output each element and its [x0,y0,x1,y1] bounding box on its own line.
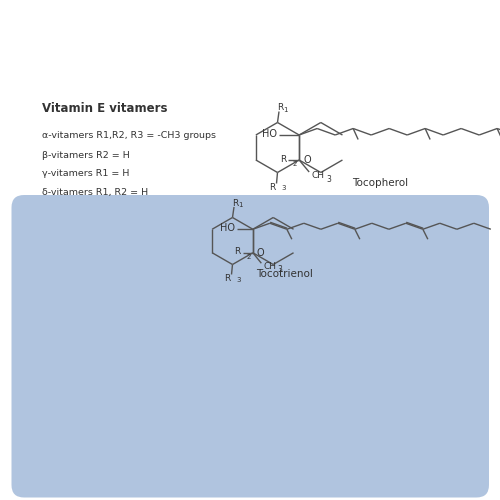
Text: O: O [303,155,311,165]
Text: HO: HO [262,129,277,139]
Text: R: R [224,274,230,283]
Text: 3: 3 [236,276,240,282]
Text: 1: 1 [283,106,288,112]
Text: 2: 2 [292,161,296,167]
Text: Vitamin E vitamers: Vitamin E vitamers [42,102,168,116]
FancyBboxPatch shape [12,195,489,498]
Text: R: R [277,103,283,112]
Text: α-vitamers R1,R2, R3 = -CH3 groups: α-vitamers R1,R2, R3 = -CH3 groups [42,132,216,140]
Text: Tocopherol: Tocopherol [352,178,408,188]
Text: 2: 2 [247,254,251,260]
Text: R: R [269,183,276,192]
Text: 3: 3 [326,174,331,184]
Text: Tocotrienol: Tocotrienol [256,269,314,279]
Text: 3: 3 [278,265,282,274]
Text: O: O [256,248,264,258]
Text: 3: 3 [282,186,286,192]
Text: HO: HO [220,223,236,233]
Text: R: R [234,248,241,256]
Text: R: R [280,154,286,164]
Text: γ-vitamers R1 = H: γ-vitamers R1 = H [42,170,130,178]
Text: β-vitamers R2 = H: β-vitamers R2 = H [42,150,130,160]
Text: CH: CH [264,262,277,272]
Text: CH: CH [312,172,324,180]
Text: R: R [232,198,238,207]
Text: δ-vitamers R1, R2 = H: δ-vitamers R1, R2 = H [42,188,148,198]
Text: 1: 1 [238,202,242,208]
